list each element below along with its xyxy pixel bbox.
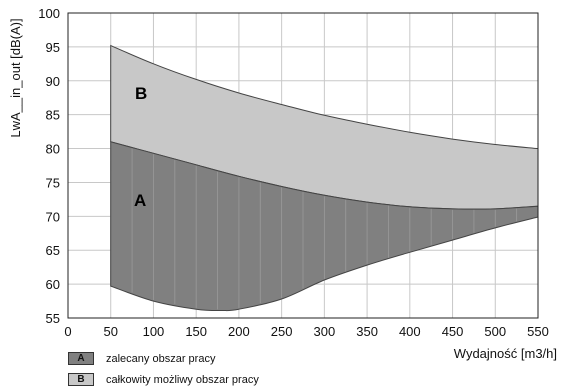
x-tick-label: 400 (399, 324, 421, 339)
region-label-a: A (134, 191, 146, 210)
y-tick-label: 75 (46, 175, 60, 190)
x-tick-label: 550 (527, 324, 549, 339)
y-tick-label: 65 (46, 243, 60, 258)
x-tick-label: 350 (356, 324, 378, 339)
y-tick-label: 100 (38, 6, 60, 21)
x-tick-label: 300 (314, 324, 336, 339)
legend-swatch-a: A (68, 352, 94, 365)
legend-item-b: B całkowity możliwy obszar pracy (68, 371, 259, 388)
y-tick-label: 55 (46, 311, 60, 326)
y-tick-label: 80 (46, 142, 60, 157)
y-tick-label: 60 (46, 277, 60, 292)
x-tick-label: 200 (228, 324, 250, 339)
legend-swatch-b: B (68, 373, 94, 386)
y-tick-label: 70 (46, 209, 60, 224)
y-ticks: 55 60 65 70 75 80 85 90 95 100 (38, 6, 60, 326)
x-tick-label: 500 (484, 324, 506, 339)
region-label-b: B (135, 84, 147, 103)
plot-frame (67, 12, 539, 319)
x-tick-label: 0 (64, 324, 71, 339)
x-tick-label: 50 (103, 324, 117, 339)
x-tick-label: 100 (143, 324, 165, 339)
y-tick-label: 85 (46, 108, 60, 123)
y-axis-title: LwA__in_out [dB(A)] (8, 18, 23, 137)
x-tick-label: 450 (442, 324, 464, 339)
shading-lines (131, 148, 518, 310)
y-tick-label: 95 (46, 40, 60, 55)
x-tick-label: 150 (185, 324, 207, 339)
y-tick-label: 90 (46, 74, 60, 89)
x-axis-title: Wydajność [m3/h] (453, 346, 557, 361)
legend: A zalecany obszar pracy B całkowity możl… (68, 350, 259, 392)
legend-label-a: zalecany obszar pracy (106, 352, 216, 365)
x-ticks: 0 50 100 150 200 250 300 350 400 450 500 550 (64, 324, 548, 339)
x-tick-label: 250 (271, 324, 293, 339)
legend-label-b: całkowity możliwy obszar pracy (106, 373, 259, 386)
legend-item-a: A zalecany obszar pracy (68, 350, 259, 367)
